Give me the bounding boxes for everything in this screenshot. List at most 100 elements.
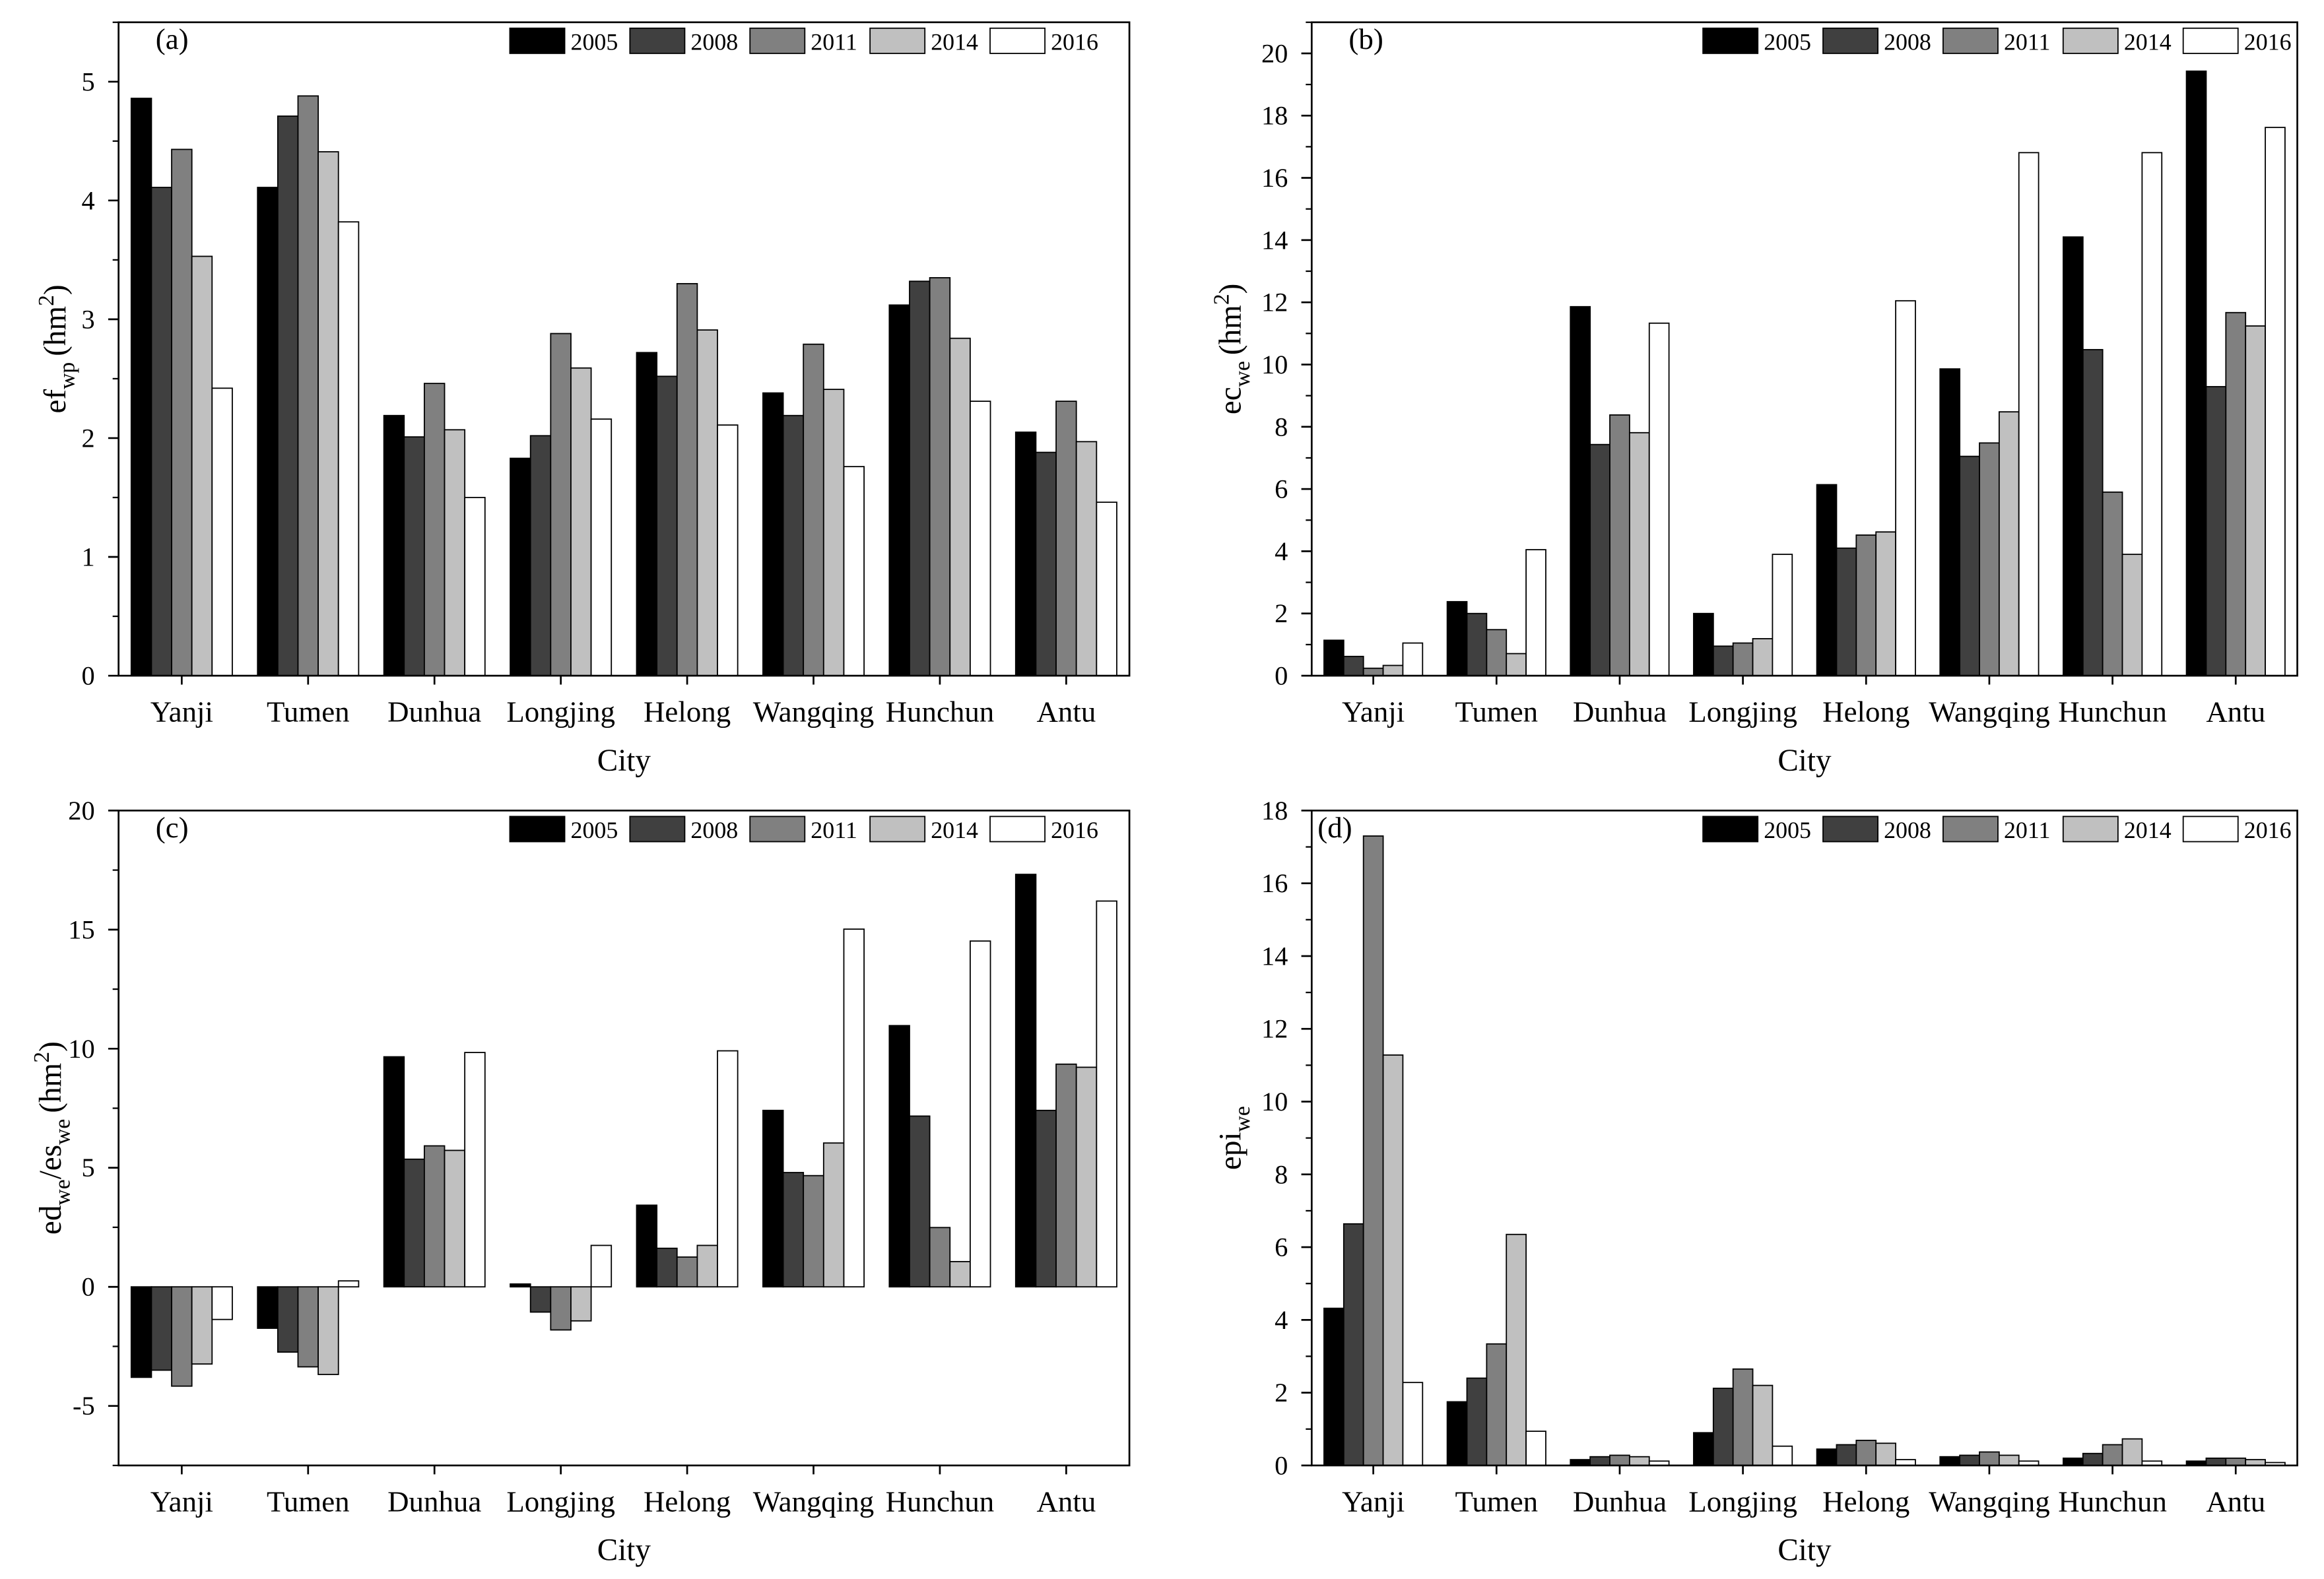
bar-a-wangqing-2008 <box>782 414 805 676</box>
legend-label-2005: 2005 <box>571 817 618 843</box>
legend-swatch-2005 <box>509 27 566 54</box>
y-axis-title-part: (hm <box>38 306 73 356</box>
y-axis-title-part: 2 <box>1210 294 1234 305</box>
xtick-label-d-wangqing: Wangqing <box>1929 1485 2049 1518</box>
legend-label-2011: 2011 <box>811 28 857 55</box>
xtick-label-b-antu: Antu <box>2206 695 2265 728</box>
panel-d: 0 2 4 6 8 10 12 14 16 18 Yanji Tumen Dunhua Longjing H… <box>1214 796 2298 1568</box>
xtick-label-a-hunchun: Hunchun <box>886 695 995 728</box>
bar-a-dunhua-2011 <box>423 383 446 676</box>
ytick-label-c: 5 <box>82 1153 95 1182</box>
y-axis-title-part: we <box>51 1119 75 1145</box>
legend-label-2008: 2008 <box>690 28 738 55</box>
bar-a-tumen-2016 <box>337 221 360 676</box>
bar-b-antu-2014 <box>2245 325 2266 676</box>
legend-label-2005: 2005 <box>1764 817 1811 843</box>
bar-c-tumen-2011 <box>297 1286 319 1368</box>
ytick-label-b: 10 <box>1261 350 1288 379</box>
ytick-label-c: 0 <box>82 1272 95 1302</box>
y-axis-title-part: ed <box>34 1206 68 1235</box>
bar-c-dunhua-2005 <box>383 1056 405 1288</box>
bar-c-dunhua-2016 <box>464 1052 486 1288</box>
xtick-label-d-hunchun: Hunchun <box>2058 1485 2167 1518</box>
bar-c-yanji-2005 <box>130 1286 152 1378</box>
bar-a-dunhua-2008 <box>403 436 425 676</box>
bar-b-dunhua-2011 <box>1609 414 1630 676</box>
legend-d: 2005 2008 2011 2014 2016 <box>1702 816 2292 843</box>
ytick-label-b: 18 <box>1261 101 1288 131</box>
bar-b-longjing-2005 <box>1693 612 1714 676</box>
xtick-label-c-tumen: Tumen <box>267 1485 350 1518</box>
ytick-label-a: 5 <box>82 67 95 96</box>
bar-c-tumen-2008 <box>277 1286 299 1353</box>
bar-c-antu-2016 <box>1096 900 1117 1288</box>
legend-swatch-2016 <box>989 816 1046 843</box>
ytick-label-c: 10 <box>68 1034 94 1064</box>
bar-a-longjing-2005 <box>510 457 531 676</box>
bar-b-yanji-2011 <box>1362 667 1384 676</box>
x-axis-title-a: City <box>597 744 651 778</box>
bar-b-helong-2005 <box>1816 484 1838 676</box>
y-axis-title-part: we <box>51 1179 75 1205</box>
bar-a-hunchun-2016 <box>970 401 991 676</box>
legend-a: 2005 2008 2011 2014 2016 <box>509 27 1098 55</box>
bar-d-yanji-2011 <box>1362 835 1384 1466</box>
legend-swatch-2016 <box>2182 27 2239 54</box>
legend-label-2005: 2005 <box>571 28 618 55</box>
ytick-label-a: 1 <box>82 542 95 571</box>
bar-d-tumen-2005 <box>1446 1401 1468 1466</box>
ytick-label-b: 12 <box>1261 288 1288 317</box>
y-axis-title-part: /es <box>34 1145 68 1179</box>
xtick-label-a-antu: Antu <box>1036 695 1096 728</box>
bar-c-antu-2008 <box>1035 1109 1057 1288</box>
ytick-label-d: 16 <box>1261 868 1288 898</box>
bar-b-antu-2008 <box>2205 386 2227 676</box>
xtick-label-c-dunhua: Dunhua <box>387 1485 481 1518</box>
ytick-label-c: 20 <box>68 796 94 825</box>
legend-label-2014: 2014 <box>2124 28 2172 55</box>
bar-b-hunchun-2016 <box>2141 152 2163 676</box>
ytick-label-d: 4 <box>1275 1305 1288 1335</box>
legend-swatch-2014 <box>2062 816 2119 843</box>
ytick-label-a: 0 <box>82 661 95 691</box>
bar-d-longjing-2011 <box>1732 1368 1754 1466</box>
plot-frame-c <box>117 810 1131 1467</box>
bar-d-helong-2005 <box>1816 1448 1838 1466</box>
legend-label-2011: 2011 <box>2004 28 2050 55</box>
bar-b-wangqing-2011 <box>1979 442 2000 676</box>
bar-d-yanji-2005 <box>1323 1307 1345 1466</box>
bar-d-wangqing-2014 <box>1998 1454 2020 1466</box>
bar-d-longjing-2016 <box>1772 1445 1793 1466</box>
y-axis-title-part: ef <box>38 389 73 414</box>
legend-swatch-2014 <box>869 816 926 843</box>
ytick-label-b: 16 <box>1261 163 1288 193</box>
bar-a-tumen-2005 <box>257 187 279 676</box>
bar-a-dunhua-2005 <box>383 414 405 676</box>
legend-label-2016: 2016 <box>2244 28 2292 55</box>
bar-c-hunchun-2014 <box>949 1261 971 1288</box>
bar-b-hunchun-2011 <box>2102 491 2123 676</box>
panel-c: -5 0 5 10 15 20 Yanji Tumen Dunhua Longjing Helong… <box>30 796 1131 1568</box>
bar-c-yanji-2014 <box>191 1286 213 1365</box>
legend-swatch-2008 <box>1822 816 1878 843</box>
legend-swatch-2011 <box>1942 27 1999 54</box>
plot-frame-a <box>117 21 1131 677</box>
legend-swatch-2008 <box>1822 27 1878 54</box>
legend-c: 2005 2008 2011 2014 2016 <box>509 816 1098 843</box>
bar-a-helong-2011 <box>676 282 698 676</box>
bar-a-yanji-2005 <box>130 98 152 676</box>
bar-a-helong-2014 <box>696 329 718 676</box>
legend-label-2005: 2005 <box>1764 28 1811 55</box>
bar-a-yanji-2011 <box>171 148 193 676</box>
bar-d-longjing-2005 <box>1693 1432 1714 1466</box>
bar-d-helong-2014 <box>1875 1442 1896 1466</box>
xtick-label-c-wangqing: Wangqing <box>753 1485 874 1518</box>
bar-c-wangqing-2016 <box>843 928 865 1288</box>
ytick-label-d: 14 <box>1261 941 1288 971</box>
bar-b-longjing-2008 <box>1712 645 1734 676</box>
bar-d-tumen-2008 <box>1466 1377 1488 1466</box>
bar-c-longjing-2014 <box>570 1286 592 1322</box>
bar-b-dunhua-2016 <box>1648 322 1670 676</box>
ytick-label-a: 4 <box>82 185 95 215</box>
